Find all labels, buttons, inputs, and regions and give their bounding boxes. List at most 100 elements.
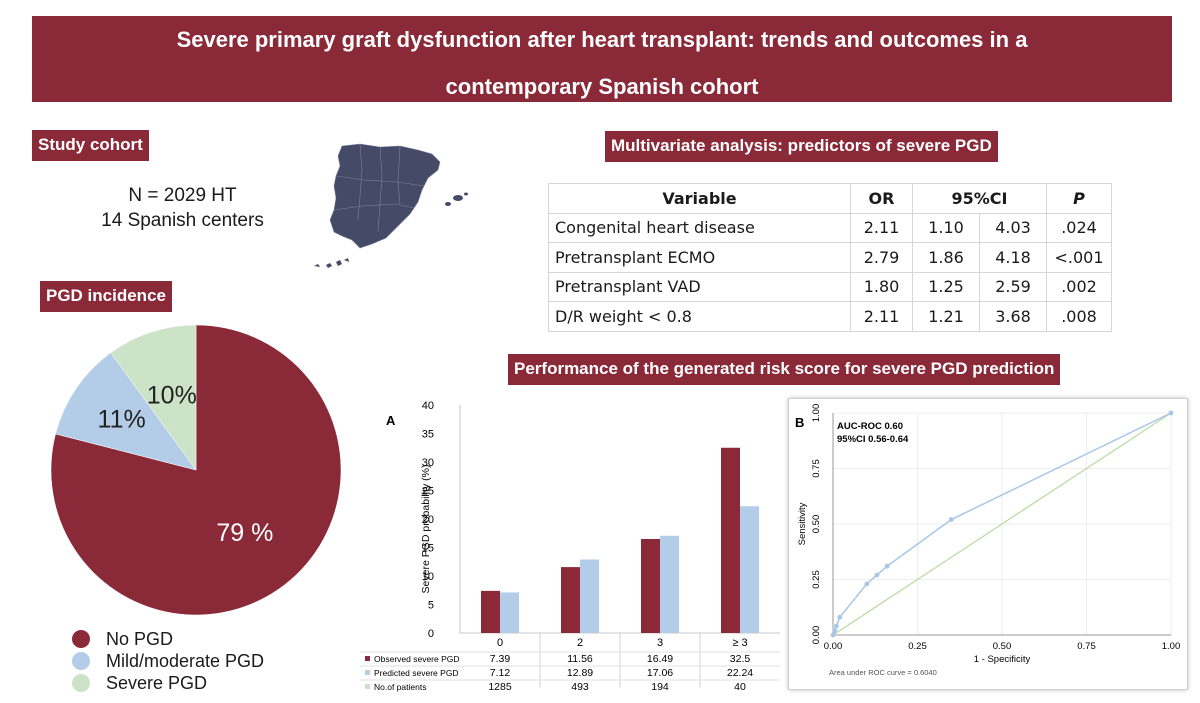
bar xyxy=(740,506,759,633)
legend-item: No PGD xyxy=(72,628,264,650)
legend-swatch-mild xyxy=(72,652,90,670)
table-cell: 4.18 xyxy=(979,242,1047,273)
pgd-incidence-heading: PGD incidence xyxy=(40,281,172,312)
multivariate-table: Variable OR 95%CI P Congenital heart dis… xyxy=(548,183,1112,332)
table-row: D/R weight < 0.8 2.11 1.21 3.68 .008 xyxy=(548,301,1112,332)
roc-point xyxy=(884,563,890,569)
y-tick-label: 30 xyxy=(422,457,434,469)
ci-annotation: 95%CI 0.56-0.64 xyxy=(837,434,909,445)
x-tick-label: 3 xyxy=(657,637,663,649)
y-tick-label: 20 xyxy=(422,514,434,526)
auc-annotation: AUC-ROC 0.60 xyxy=(837,421,903,432)
pie-slice xyxy=(110,324,197,471)
pie-slice-label: 11% xyxy=(98,405,146,433)
roc-point xyxy=(833,623,839,629)
table-cell: 7.12 xyxy=(490,667,511,679)
table-row: Pretransplant ECMO 2.79 1.86 4.18 <.001 xyxy=(548,242,1112,273)
col-or: OR xyxy=(850,183,913,214)
x-tick-label: ≥ 3 xyxy=(732,637,747,649)
panel-label-b: B xyxy=(795,415,804,430)
table-cell: .024 xyxy=(1046,212,1112,243)
legend-item: Severe PGD xyxy=(72,672,264,694)
legend-label: No PGD xyxy=(106,629,174,649)
bar xyxy=(481,590,500,633)
cohort-summary: N = 2029 HT 14 Spanish centers xyxy=(75,183,290,233)
spain-map-icon xyxy=(314,143,468,268)
x-tick-label: 0.75 xyxy=(1077,641,1096,652)
table-cell: 194 xyxy=(651,681,669,693)
col-p: P xyxy=(1046,183,1112,214)
roc-panel: 0.00 0.00 0.25 0.25 0.50 0.50 0.75 0.75 1.00 1.00… xyxy=(788,398,1188,690)
table-cell: 7.39 xyxy=(490,653,511,665)
pie-legend: No PGD Mild/moderate PGD Severe PGD xyxy=(72,628,264,694)
cohort-centers: 14 Spanish centers xyxy=(101,210,264,231)
table-cell: Congenital heart disease xyxy=(548,212,851,243)
table-cell: 3.68 xyxy=(979,301,1047,332)
legend-swatch-no-pgd xyxy=(72,630,90,648)
roc-point xyxy=(874,572,880,578)
bar xyxy=(721,447,740,633)
table-cell: 2.59 xyxy=(979,271,1047,302)
study-cohort-heading: Study cohort xyxy=(32,130,149,161)
table-cell: Pretransplant VAD xyxy=(548,271,851,302)
pgd-pie-chart: 79 % 11%10% xyxy=(50,324,342,616)
auc-footer: Area under ROC curve = 0.6040 xyxy=(829,668,937,677)
roc-point xyxy=(832,628,838,633)
table-cell: .008 xyxy=(1046,301,1112,332)
x-tick-label: 0 xyxy=(497,637,503,649)
y-axis-title: Sensitivity xyxy=(797,502,808,545)
bar xyxy=(500,592,519,633)
table-cell: 493 xyxy=(571,681,589,693)
x-tick-label: 0.50 xyxy=(993,641,1012,652)
roc-point xyxy=(837,614,843,620)
table-cell: 1.21 xyxy=(912,301,980,332)
title-line-1: Severe primary graft dysfunction after h… xyxy=(176,27,1028,52)
table-cell: 32.5 xyxy=(730,653,751,665)
performance-heading: Performance of the generated risk score … xyxy=(508,354,1061,385)
row-swatch xyxy=(365,656,370,661)
table-cell: 1.86 xyxy=(912,242,980,273)
y-tick-label: 5 xyxy=(428,600,434,612)
legend-label: Severe PGD xyxy=(106,673,208,693)
y-tick-label: 35 xyxy=(422,429,434,441)
table-cell: 2.11 xyxy=(850,301,913,332)
y-tick-label: 10 xyxy=(422,571,434,583)
y-axis-title: Severe PGD probability (%) xyxy=(420,465,432,594)
y-tick-label: 0.50 xyxy=(811,515,822,534)
x-tick-label: 0.25 xyxy=(908,641,927,652)
roc-point xyxy=(864,581,870,587)
bar xyxy=(641,539,660,633)
table-cell: 17.06 xyxy=(647,667,673,679)
table-cell: 1285 xyxy=(488,681,512,693)
reference-line xyxy=(832,412,1172,636)
legend-item: Mild/moderate PGD xyxy=(72,650,264,672)
x-axis-title: 1 - Specificity xyxy=(974,654,1031,665)
bar xyxy=(580,559,599,633)
table-row: Congenital heart disease 2.11 1.10 4.03 … xyxy=(548,212,1112,243)
cohort-n: N = 2029 HT xyxy=(128,185,237,206)
table-cell: 2.79 xyxy=(850,242,913,273)
table-cell: 11.56 xyxy=(567,653,593,665)
table-cell: 1.25 xyxy=(912,271,980,302)
y-tick-label: 15 xyxy=(422,543,434,555)
table-cell: <.001 xyxy=(1046,242,1112,273)
table-cell: .002 xyxy=(1046,271,1112,302)
y-tick-label: 0.00 xyxy=(811,626,822,645)
y-tick-label: 0 xyxy=(428,628,434,640)
row-label: Predicted severe PGD xyxy=(374,668,459,678)
table-header-row: Variable OR 95%CI P xyxy=(548,183,1112,214)
x-tick-label: 0.00 xyxy=(824,641,843,652)
x-tick-label: 2 xyxy=(577,637,583,649)
table-cell: 1.10 xyxy=(912,212,980,243)
y-tick-label: 0.25 xyxy=(811,570,822,589)
multivariate-heading: Multivariate analysis: predictors of sev… xyxy=(605,131,998,162)
row-swatch xyxy=(365,684,370,689)
pie-slice-label: 10% xyxy=(147,382,197,410)
legend-label: Mild/moderate PGD xyxy=(106,651,265,671)
row-swatch xyxy=(365,670,370,675)
pie-slice-label: 79 % xyxy=(216,519,273,547)
table-cell: 1.80 xyxy=(850,271,913,302)
y-tick-label: 25 xyxy=(422,486,434,498)
row-label: No.of patients xyxy=(374,682,426,692)
